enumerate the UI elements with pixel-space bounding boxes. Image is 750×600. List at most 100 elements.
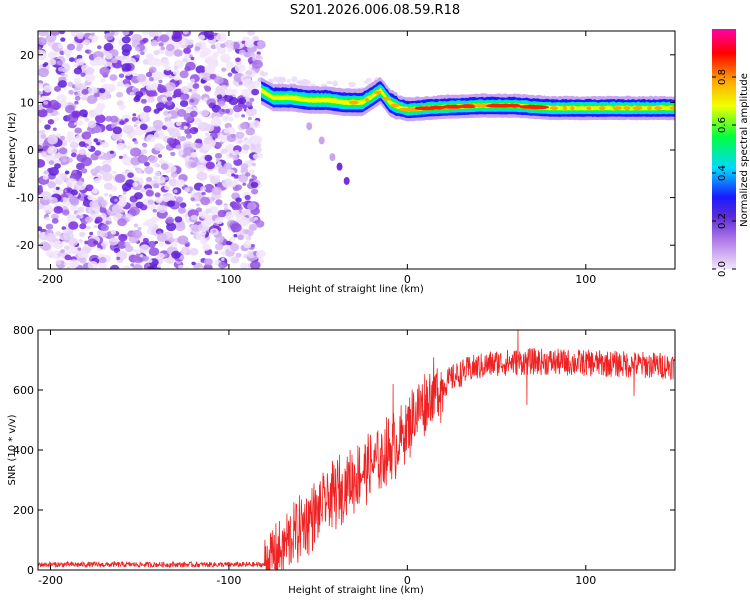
noise-speckle [97,45,102,50]
noise-speckle [202,219,211,227]
noise-speckle [230,223,242,233]
noise-speckle [108,221,112,224]
spectrogram-y-tick-label: -10 [16,192,34,205]
noise-speckle [69,204,78,211]
noise-speckle [48,160,55,165]
noise-speckle [227,47,233,52]
halo-speckle [363,80,369,84]
noise-speckle [93,56,104,66]
noise-speckle [92,172,97,177]
noise-speckle [208,206,219,215]
noise-speckle [226,240,232,246]
noise-speckle [134,94,141,101]
noise-speckle [133,176,138,182]
signal-hotspot [612,106,623,111]
noise-speckle [163,257,170,263]
noise-speckle [77,247,82,251]
noise-speckle [144,166,154,175]
noise-speckle [54,254,59,258]
noise-speckle [216,94,223,100]
noise-speckle [173,65,179,70]
chart-title: S201.2026.006.08.59.R18 [290,3,460,18]
noise-speckle [74,135,83,142]
noise-speckle [157,204,168,214]
noise-speckle [233,158,243,166]
noise-speckle [164,49,174,57]
noise-speckle [175,107,179,111]
snr-x-tick-label: -200 [38,574,63,587]
noise-speckle [124,241,131,247]
noise-speckle [102,246,107,250]
noise-speckle [87,194,94,201]
noise-speckle [253,217,259,221]
noise-speckle [44,124,51,130]
noise-speckle [210,44,217,50]
signal-hotspot [507,103,521,108]
noise-speckle [141,31,151,36]
noise-speckle [95,216,103,223]
noise-speckle [235,252,242,258]
noise-speckle [241,201,245,205]
noise-speckle [232,179,239,185]
noise-speckle [153,50,160,56]
noise-speckle [224,94,234,103]
noise-speckle [93,92,100,98]
noise-speckle [83,114,88,118]
noise-speckle [189,99,195,103]
noise-speckle [100,164,112,174]
noise-speckle [172,31,183,37]
noise-speckle [131,33,143,44]
noise-speckle [147,199,154,205]
noise-speckle [204,85,212,92]
noise-speckle [180,86,190,94]
signal-hotspot [390,103,400,108]
noise-speckle [118,155,123,159]
noise-speckle [189,110,198,118]
noise-speckle [135,54,140,59]
noise-speckle [143,105,152,113]
noise-speckle [190,56,195,61]
noise-speckle [196,164,206,173]
noise-speckle [229,236,235,242]
noise-speckle [129,91,135,96]
noise-speckle [154,196,163,204]
noise-speckle [105,52,113,60]
noise-speckle [166,222,177,232]
noise-speckle [62,209,70,216]
noise-speckle [114,173,126,183]
noise-speckle [139,204,148,211]
noise-speckle [175,121,182,126]
noise-speckle [49,31,61,36]
halo-speckle [326,80,333,84]
noise-speckle [148,155,158,164]
noise-speckle [130,147,142,157]
noise-speckle [132,165,137,169]
snr-y-tick-label: 800 [13,324,34,337]
noise-speckle [190,162,197,168]
noise-speckle [221,56,229,63]
noise-speckle [45,216,50,221]
noise-speckle [73,121,79,126]
noise-speckle [152,119,164,129]
noise-speckle [101,160,107,166]
noise-speckle [147,57,158,66]
noise-speckle [45,232,57,242]
noise-speckle [55,259,62,265]
noise-speckle [74,95,81,101]
snr-x-tick-label: 100 [575,574,596,587]
noise-speckle [124,83,130,88]
noise-speckle [157,154,163,158]
noise-speckle [116,256,121,261]
noise-speckle [114,198,118,202]
signal-hotspot [364,97,369,102]
noise-speckle [173,75,180,81]
noise-speckle [71,148,78,154]
noise-speckle [235,57,241,63]
noise-speckle [112,170,117,175]
noise-speckle [110,264,120,269]
noise-speckle [166,100,173,106]
noise-speckle [175,144,182,150]
noise-speckle [166,96,173,102]
noise-speckle [226,245,231,249]
